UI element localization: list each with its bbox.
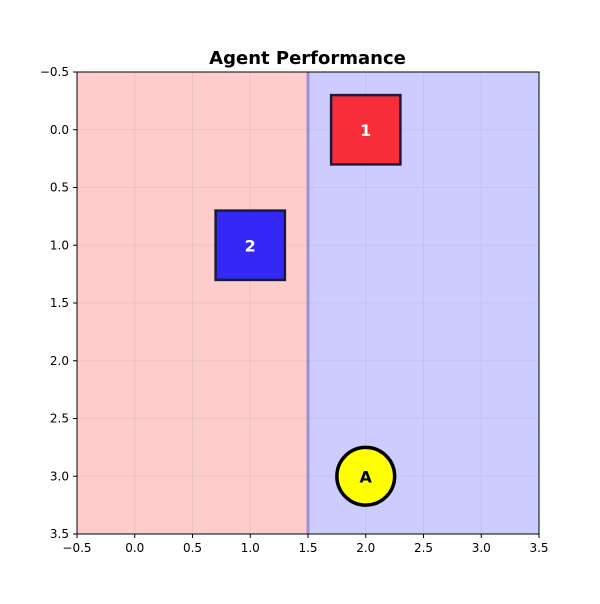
y-tick-label-1: 0.0 bbox=[50, 123, 69, 137]
x-tick-label-5: 2.0 bbox=[356, 541, 375, 555]
plot-title: Agent Performance bbox=[209, 48, 406, 69]
y-tick-label-2: 0.5 bbox=[50, 181, 69, 195]
y-tick-label-8: 3.5 bbox=[50, 527, 69, 541]
y-tick-label-4: 1.5 bbox=[50, 296, 69, 310]
x-tick-label-8: 3.5 bbox=[529, 541, 548, 555]
y-tick-label-6: 2.5 bbox=[50, 412, 69, 426]
y-tick-label-3: 1.0 bbox=[50, 238, 69, 252]
x-tick-label-2: 0.5 bbox=[183, 541, 202, 555]
y-tick-label-5: 2.0 bbox=[50, 354, 69, 368]
agent-marker bbox=[335, 445, 397, 507]
y-tick-label-0: −0.5 bbox=[40, 65, 69, 79]
x-tick-label-6: 2.5 bbox=[414, 541, 433, 555]
box-1 bbox=[329, 93, 402, 166]
box-1-label: 1 bbox=[360, 121, 371, 140]
agent-layer: A bbox=[335, 445, 397, 507]
boxes-layer: 12 bbox=[214, 93, 402, 282]
x-tick-label-4: 1.5 bbox=[298, 541, 317, 555]
x-tick-label-3: 1.0 bbox=[241, 541, 260, 555]
y-tick-label-7: 3.0 bbox=[50, 469, 69, 483]
box-2 bbox=[214, 209, 287, 282]
agent-label: A bbox=[360, 467, 373, 486]
axes-layer: −0.5 0.0 0.5 1.0 1.5 2.0 2.5 3.0 3.5−0.50.00.51.… bbox=[40, 65, 549, 555]
x-tick-label-0: −0.5 bbox=[62, 541, 91, 555]
x-tick-label-7: 3.0 bbox=[472, 541, 491, 555]
box-2-label: 2 bbox=[245, 236, 256, 255]
left-region bbox=[77, 72, 308, 534]
x-tick-label-1: 0.0 bbox=[125, 541, 144, 555]
